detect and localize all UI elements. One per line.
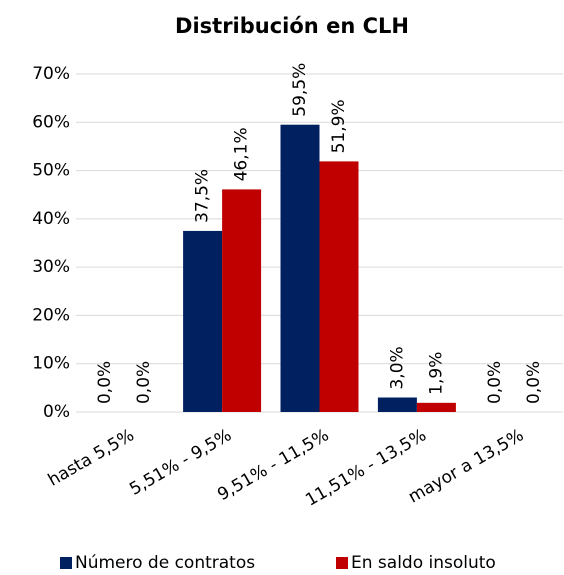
data-label: 46,1% (232, 127, 252, 181)
data-label: 1,9% (426, 352, 446, 395)
legend-swatch (336, 557, 348, 569)
y-tick-label: 40% (32, 209, 70, 229)
bar (280, 124, 320, 412)
y-tick-label: 20% (32, 305, 70, 325)
bar (319, 161, 359, 412)
y-tick-label: 70% (32, 64, 70, 84)
data-label: 51,9% (329, 99, 349, 153)
x-tick-label: hasta 5,5% (45, 425, 138, 490)
y-tick-label: 60% (32, 112, 70, 132)
data-label: 37,5% (193, 169, 213, 223)
data-label: 0,0% (524, 361, 544, 404)
y-tick-label: 30% (32, 257, 70, 277)
bar (222, 189, 262, 412)
bar (377, 397, 417, 412)
legend-label: Número de contratos (75, 553, 255, 573)
legend-label: En saldo insoluto (351, 553, 496, 573)
data-label: 0,0% (95, 361, 115, 404)
bar (416, 402, 456, 412)
y-tick-label: 50% (32, 161, 70, 181)
y-tick-label: 10% (32, 354, 70, 374)
y-tick-label: 0% (43, 402, 70, 422)
legend-swatch (60, 557, 72, 569)
data-label: 0,0% (485, 361, 505, 404)
data-label: 59,5% (290, 63, 310, 117)
chart-title: Distribución en CLH (175, 14, 409, 38)
data-label: 0,0% (134, 361, 154, 404)
data-label: 3,0% (387, 346, 407, 389)
bar (183, 230, 223, 412)
